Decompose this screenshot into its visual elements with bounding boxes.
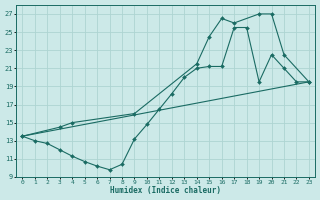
X-axis label: Humidex (Indice chaleur): Humidex (Indice chaleur): [110, 186, 221, 195]
